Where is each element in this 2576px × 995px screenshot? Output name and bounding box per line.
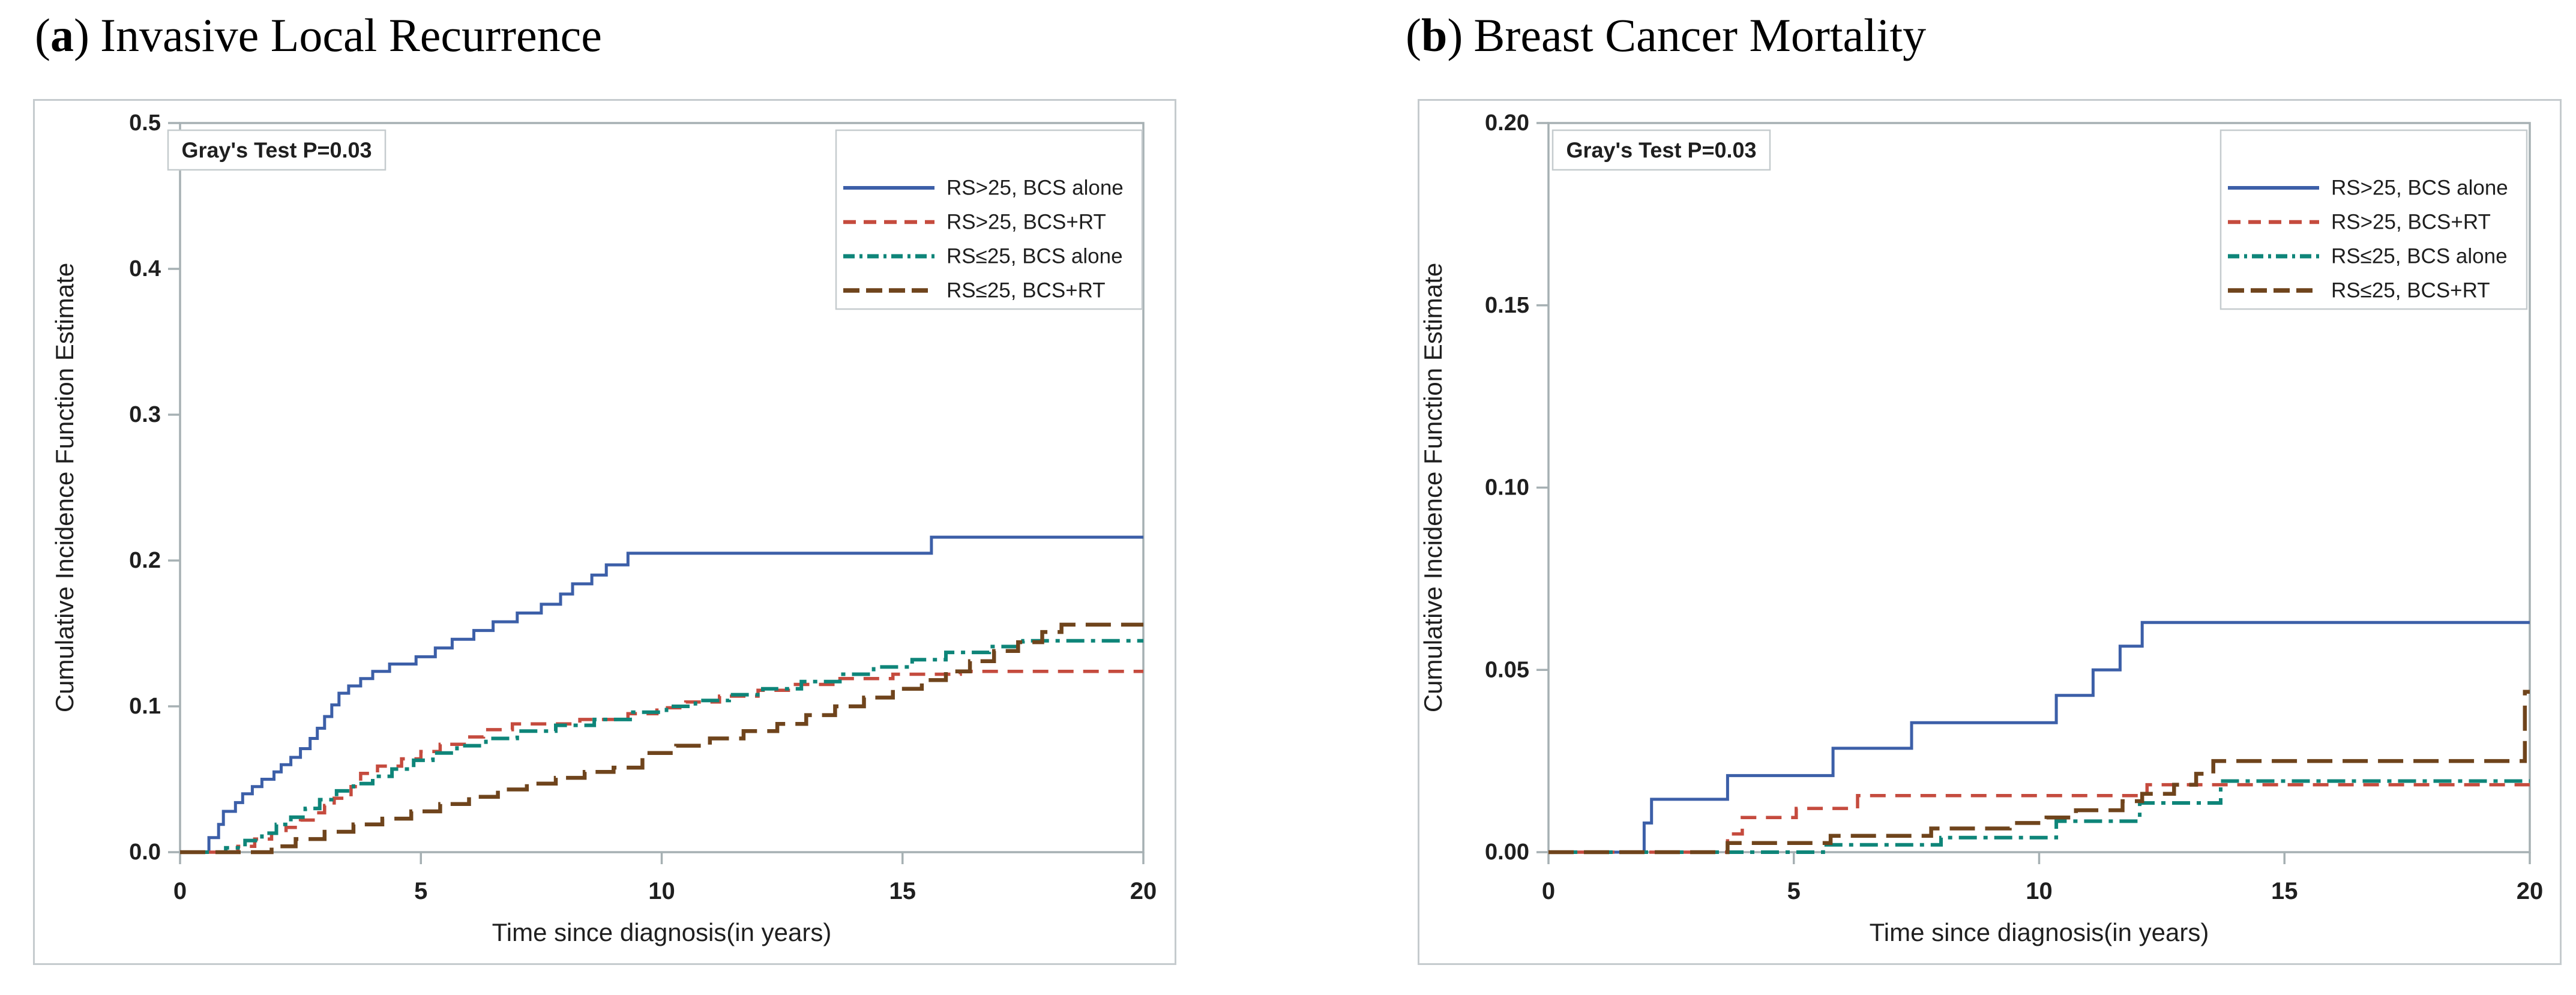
legend-item-rs-le-25-bcs-rt: RS≤25, BCS+RT xyxy=(843,279,1106,302)
y-tick-label: 0.0 xyxy=(129,840,161,865)
series-line-rs-le-25-bcs-alone xyxy=(180,639,1143,854)
legend-item-label: RS>25, BCS+RT xyxy=(946,211,1106,234)
legend: RS>25, BCS alone RS>25, BCS+RT RS≤25, BCS … xyxy=(2219,129,2528,310)
y-tick-label: 0.2 xyxy=(129,548,161,573)
legend-box xyxy=(2219,129,2528,310)
annotation-box xyxy=(1551,129,1771,171)
legend-item-label: RS≤25, BCS alone xyxy=(946,245,1123,268)
y-tick-label: 0.1 xyxy=(129,694,161,719)
series-line-rs-le-25-bcs-alone xyxy=(1548,779,2530,854)
x-axis-title: Time since diagnosis(in years) xyxy=(1870,918,2209,946)
annotation: Gray's Test P=0.03 xyxy=(1551,129,1771,171)
series-lines xyxy=(180,535,1143,855)
panel-b-label: (b) xyxy=(1406,9,1463,61)
y-axis-title: Cumulative Incidence Function Estimate xyxy=(1419,263,1447,712)
annotation: Gray's Test P=0.03 xyxy=(167,129,387,171)
annotation-box xyxy=(167,129,387,171)
x-tick-label: 10 xyxy=(2026,878,2053,904)
series-line-rs-over-25-bcs-rt xyxy=(180,669,1143,854)
y-axis-title: Cumulative Incidence Function Estimate xyxy=(50,263,79,712)
y-tick-label: 0.15 xyxy=(1485,293,1529,318)
panel-a-chart: 0.0 0.1 0.2 0.3 0.4 0.5 0 5 10 15 20 Time since dia… xyxy=(33,99,1176,965)
legend-item-label: RS≤25, BCS+RT xyxy=(946,279,1106,302)
panel-b-title: (b) Breast Cancer Mortality xyxy=(1406,8,1926,62)
panel-b-chart: 0.00 0.05 0.10 0.15 0.20 0 5 10 15 20 Time since d… xyxy=(1418,99,2562,965)
x-axis: 0 5 10 15 20 xyxy=(173,852,1157,904)
x-tick-label: 5 xyxy=(1787,878,1801,904)
y-tick-label: 0.20 xyxy=(1485,110,1529,136)
y-tick-label: 0.4 xyxy=(129,256,161,281)
x-tick-label: 0 xyxy=(1542,878,1555,904)
y-tick-label: 0.3 xyxy=(129,402,161,427)
legend-item-label: RS>25, BCS alone xyxy=(2331,176,2508,200)
legend-item-rs-over-25-bcs-alone: RS>25, BCS alone xyxy=(2228,176,2508,200)
annotation-text: Gray's Test P=0.03 xyxy=(181,138,372,163)
y-tick-label: 0.05 xyxy=(1485,657,1529,682)
legend-item-rs-over-25-bcs-alone: RS>25, BCS alone xyxy=(843,176,1124,200)
x-tick-label: 20 xyxy=(1130,878,1157,904)
legend: RS>25, BCS alone RS>25, BCS+RT RS≤25, BCS … xyxy=(835,129,1143,310)
panel-a-title: (a) Invasive Local Recurrence xyxy=(35,8,602,62)
y-tick-label: 0.5 xyxy=(129,110,161,136)
y-tick-label: 0.00 xyxy=(1485,840,1529,865)
x-tick-label: 5 xyxy=(414,878,427,904)
legend-item-rs-over-25-bcs-rt: RS>25, BCS+RT xyxy=(843,211,1106,234)
x-tick-label: 0 xyxy=(173,878,187,904)
legend-item-label: RS≤25, BCS+RT xyxy=(2331,279,2490,302)
legend-item-label: RS>25, BCS alone xyxy=(946,176,1124,200)
panel-b-title-text: Breast Cancer Mortality xyxy=(1473,9,1927,61)
x-tick-label: 20 xyxy=(2517,878,2544,904)
legend-item-rs-over-25-bcs-rt: RS>25, BCS+RT xyxy=(2228,211,2491,234)
y-axis: 0.00 0.05 0.10 0.15 0.20 xyxy=(1485,110,1548,865)
annotation-text: Gray's Test P=0.03 xyxy=(1566,138,1756,163)
y-tick-label: 0.10 xyxy=(1485,475,1529,501)
legend-item-rs-le-25-bcs-alone: RS≤25, BCS alone xyxy=(843,245,1123,268)
series-line-rs-over-25-bcs-alone xyxy=(180,535,1143,854)
series-line-rs-le-25-bcs-rt xyxy=(180,622,1143,855)
legend-item-rs-le-25-bcs-rt: RS≤25, BCS+RT xyxy=(2228,279,2490,302)
legend-item-label: RS≤25, BCS alone xyxy=(2331,245,2508,268)
x-tick-label: 15 xyxy=(889,878,916,904)
panel-a-title-text: Invasive Local Recurrence xyxy=(100,9,602,61)
panel-a-label: (a) xyxy=(35,9,89,61)
series-lines xyxy=(1548,621,2530,855)
x-tick-label: 15 xyxy=(2271,878,2298,904)
x-axis: 0 5 10 15 20 xyxy=(1542,852,2543,904)
series-line-rs-over-25-bcs-alone xyxy=(1548,621,2530,854)
x-axis-title: Time since diagnosis(in years) xyxy=(492,918,832,946)
y-axis: 0.0 0.1 0.2 0.3 0.4 0.5 xyxy=(129,110,180,865)
x-tick-label: 10 xyxy=(648,878,675,904)
legend-box xyxy=(835,129,1143,310)
legend-item-rs-le-25-bcs-alone: RS≤25, BCS alone xyxy=(2228,245,2508,268)
legend-item-label: RS>25, BCS+RT xyxy=(2331,211,2491,234)
